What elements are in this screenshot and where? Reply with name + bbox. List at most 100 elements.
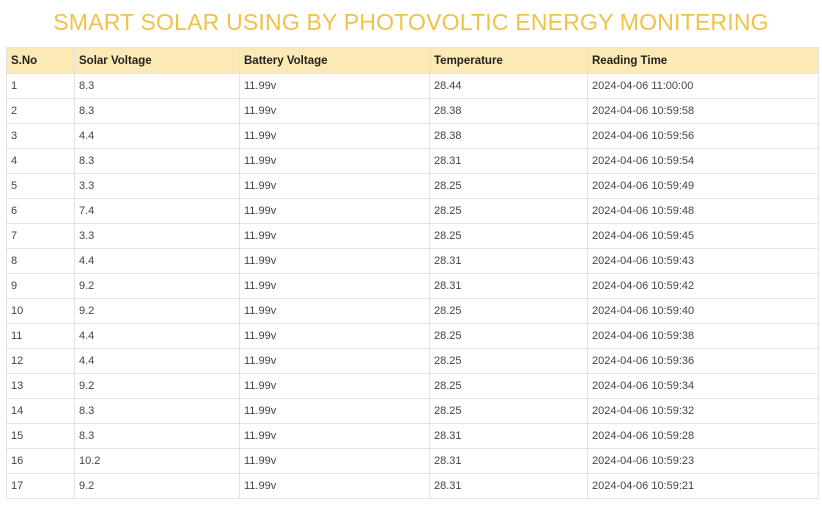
cell-sno: 7 (6, 223, 75, 249)
cell-solar-voltage: 9.2 (74, 273, 240, 299)
cell-sno: 11 (6, 323, 75, 349)
cell-reading-time: 2024-04-06 10:59:43 (587, 248, 819, 274)
column-header-reading-time: Reading Time (587, 47, 819, 74)
table-row: 10 9.2 11.99v 28.25 2024-04-06 10:59:40 (6, 298, 819, 324)
cell-solar-voltage: 9.2 (74, 373, 240, 399)
cell-temperature: 28.31 (429, 448, 588, 474)
cell-sno: 16 (6, 448, 75, 474)
cell-sno: 10 (6, 298, 75, 324)
cell-battery-voltage: 11.99v (239, 148, 430, 174)
cell-temperature: 28.38 (429, 98, 588, 124)
cell-sno: 5 (6, 173, 75, 199)
cell-reading-time: 2024-04-06 10:59:38 (587, 323, 819, 349)
cell-reading-time: 2024-04-06 10:59:40 (587, 298, 819, 324)
table-row: 4 8.3 11.99v 28.31 2024-04-06 10:59:54 (6, 148, 819, 174)
cell-reading-time: 2024-04-06 11:00:00 (587, 73, 819, 99)
cell-solar-voltage: 8.3 (74, 423, 240, 449)
cell-solar-voltage: 9.2 (74, 473, 240, 499)
cell-reading-time: 2024-04-06 10:59:36 (587, 348, 819, 374)
cell-sno: 9 (6, 273, 75, 299)
readings-table: S.No Solar Voltage Battery Voltage Tempe… (6, 47, 819, 499)
table-row: 15 8.3 11.99v 28.31 2024-04-06 10:59:28 (6, 423, 819, 449)
cell-battery-voltage: 11.99v (239, 223, 430, 249)
cell-battery-voltage: 11.99v (239, 448, 430, 474)
column-header-solar-voltage: Solar Voltage (74, 47, 240, 74)
cell-solar-voltage: 3.3 (74, 223, 240, 249)
cell-reading-time: 2024-04-06 10:59:56 (587, 123, 819, 149)
cell-temperature: 28.44 (429, 73, 588, 99)
cell-battery-voltage: 11.99v (239, 473, 430, 499)
column-header-battery-voltage: Battery Voltage (239, 47, 430, 74)
page-title: SMART SOLAR USING BY PHOTOVOLTIC ENERGY … (53, 9, 769, 35)
cell-solar-voltage: 8.3 (74, 73, 240, 99)
cell-solar-voltage: 8.3 (74, 148, 240, 174)
cell-sno: 3 (6, 123, 75, 149)
table-row: 1 8.3 11.99v 28.44 2024-04-06 11:00:00 (6, 73, 819, 99)
cell-temperature: 28.38 (429, 123, 588, 149)
cell-sno: 15 (6, 423, 75, 449)
cell-solar-voltage: 9.2 (74, 298, 240, 324)
cell-temperature: 28.25 (429, 398, 588, 424)
table-row: 2 8.3 11.99v 28.38 2024-04-06 10:59:58 (6, 98, 819, 124)
cell-battery-voltage: 11.99v (239, 423, 430, 449)
cell-sno: 6 (6, 198, 75, 224)
cell-sno: 1 (6, 73, 75, 99)
cell-reading-time: 2024-04-06 10:59:49 (587, 173, 819, 199)
cell-temperature: 28.31 (429, 473, 588, 499)
cell-sno: 14 (6, 398, 75, 424)
table-row: 11 4.4 11.99v 28.25 2024-04-06 10:59:38 (6, 323, 819, 349)
table-row: 3 4.4 11.99v 28.38 2024-04-06 10:59:56 (6, 123, 819, 149)
cell-temperature: 28.31 (429, 423, 588, 449)
readings-table-container: S.No Solar Voltage Battery Voltage Tempe… (6, 47, 819, 499)
table-row: 14 8.3 11.99v 28.25 2024-04-06 10:59:32 (6, 398, 819, 424)
table-row: 8 4.4 11.99v 28.31 2024-04-06 10:59:43 (6, 248, 819, 274)
cell-battery-voltage: 11.99v (239, 398, 430, 424)
cell-reading-time: 2024-04-06 10:59:21 (587, 473, 819, 499)
cell-solar-voltage: 7.4 (74, 198, 240, 224)
table-header-row: S.No Solar Voltage Battery Voltage Tempe… (6, 47, 819, 74)
cell-reading-time: 2024-04-06 10:59:58 (587, 98, 819, 124)
cell-battery-voltage: 11.99v (239, 373, 430, 399)
cell-reading-time: 2024-04-06 10:59:42 (587, 273, 819, 299)
cell-sno: 13 (6, 373, 75, 399)
table-row: 5 3.3 11.99v 28.25 2024-04-06 10:59:49 (6, 173, 819, 199)
cell-solar-voltage: 8.3 (74, 398, 240, 424)
cell-temperature: 28.25 (429, 298, 588, 324)
table-row: 13 9.2 11.99v 28.25 2024-04-06 10:59:34 (6, 373, 819, 399)
cell-reading-time: 2024-04-06 10:59:54 (587, 148, 819, 174)
cell-battery-voltage: 11.99v (239, 98, 430, 124)
cell-battery-voltage: 11.99v (239, 248, 430, 274)
cell-temperature: 28.25 (429, 323, 588, 349)
column-header-temperature: Temperature (429, 47, 588, 74)
cell-reading-time: 2024-04-06 10:59:28 (587, 423, 819, 449)
table-header: S.No Solar Voltage Battery Voltage Tempe… (6, 47, 819, 74)
cell-reading-time: 2024-04-06 10:59:23 (587, 448, 819, 474)
cell-battery-voltage: 11.99v (239, 323, 430, 349)
cell-reading-time: 2024-04-06 10:59:45 (587, 223, 819, 249)
cell-solar-voltage: 4.4 (74, 248, 240, 274)
cell-temperature: 28.25 (429, 173, 588, 199)
cell-sno: 8 (6, 248, 75, 274)
table-row: 6 7.4 11.99v 28.25 2024-04-06 10:59:48 (6, 198, 819, 224)
cell-temperature: 28.25 (429, 348, 588, 374)
cell-temperature: 28.31 (429, 148, 588, 174)
cell-solar-voltage: 4.4 (74, 123, 240, 149)
cell-reading-time: 2024-04-06 10:59:32 (587, 398, 819, 424)
cell-battery-voltage: 11.99v (239, 73, 430, 99)
cell-battery-voltage: 11.99v (239, 348, 430, 374)
cell-solar-voltage: 4.4 (74, 323, 240, 349)
cell-sno: 17 (6, 473, 75, 499)
cell-battery-voltage: 11.99v (239, 298, 430, 324)
cell-temperature: 28.25 (429, 373, 588, 399)
column-header-sno: S.No (6, 47, 75, 74)
table-body: 1 8.3 11.99v 28.44 2024-04-06 11:00:00 2 8.3 11… (6, 73, 819, 499)
cell-sno: 4 (6, 148, 75, 174)
cell-reading-time: 2024-04-06 10:59:34 (587, 373, 819, 399)
table-row: 9 9.2 11.99v 28.31 2024-04-06 10:59:42 (6, 273, 819, 299)
table-row: 16 10.2 11.99v 28.31 2024-04-06 10:59:23 (6, 448, 819, 474)
cell-temperature: 28.25 (429, 198, 588, 224)
cell-solar-voltage: 8.3 (74, 98, 240, 124)
cell-battery-voltage: 11.99v (239, 273, 430, 299)
cell-temperature: 28.25 (429, 223, 588, 249)
table-row: 7 3.3 11.99v 28.25 2024-04-06 10:59:45 (6, 223, 819, 249)
